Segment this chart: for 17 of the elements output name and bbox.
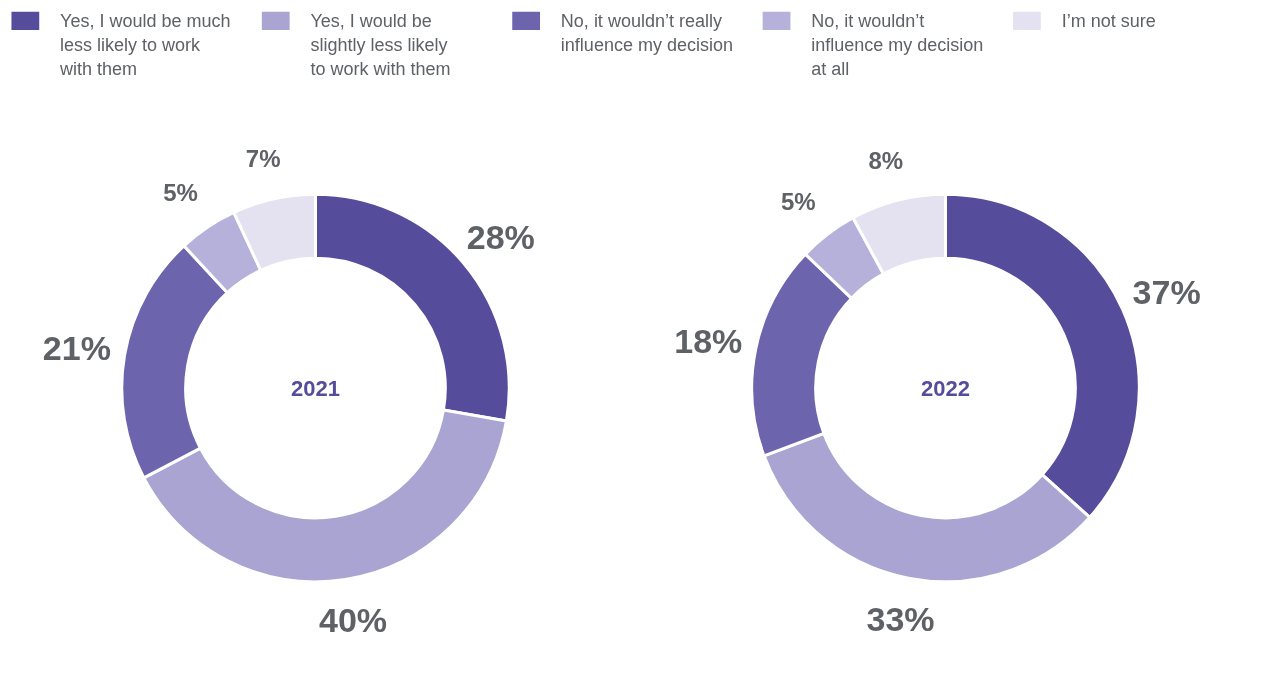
data-label: 7% [245,145,281,173]
legend-label: Yes, I would be much less likely to work with them [59,10,231,79]
slice-label: 2021 [291,375,340,401]
data-label: 33% [866,599,935,638]
legend-label: Yes, I would be slightly less likely to work with them [310,10,451,79]
legend-label: I’m not sure [1061,10,1156,31]
data-label: 5% [780,187,816,215]
data-label: 8% [868,146,904,174]
slice-label: 2022 [921,375,970,401]
data-label: 28% [466,217,535,256]
legend-label: No, it wouldn’t influence my decision at all [811,10,984,79]
data-label: 5% [163,179,198,207]
data-label: 37% [1132,273,1201,312]
legend-label: No, it wouldn’t really influence my decision [560,10,733,55]
data-label: 18% [674,321,743,360]
data-label: 40% [318,601,388,640]
data-label: 21% [42,329,111,368]
